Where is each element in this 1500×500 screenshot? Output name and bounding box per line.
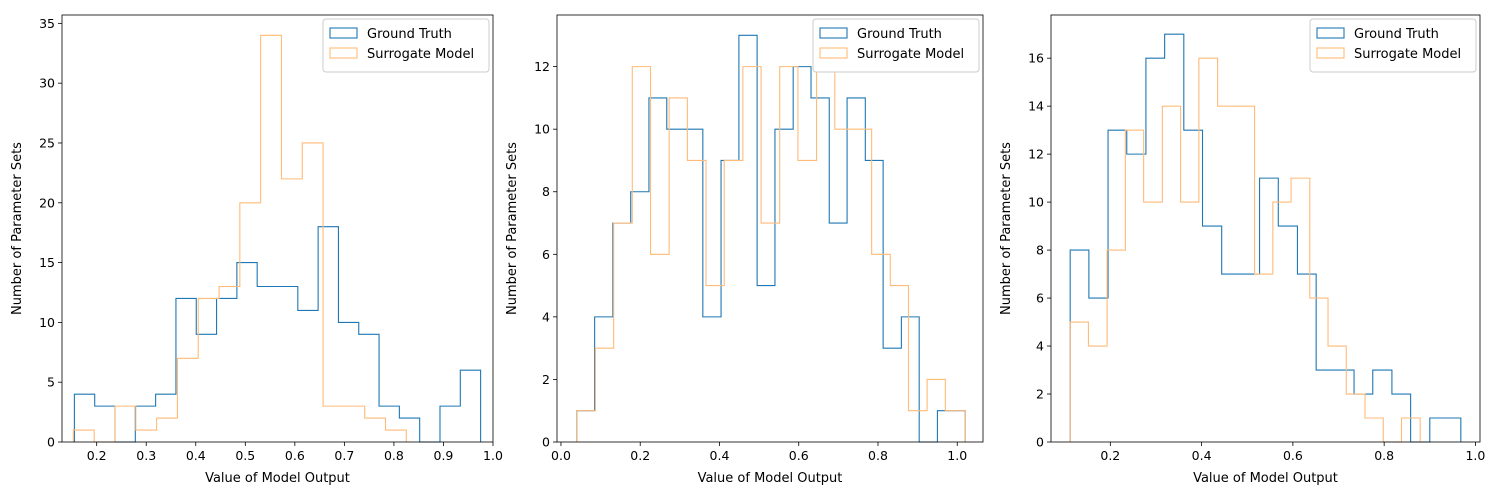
y-tick-label: 0 bbox=[542, 435, 550, 450]
legend-label: Ground Truth bbox=[1354, 27, 1439, 42]
histogram-series-ground-truth bbox=[1069, 33, 1462, 443]
y-tick-label: 15 bbox=[39, 255, 55, 270]
x-tick-label: 0.8 bbox=[868, 448, 888, 463]
histogram-series-ground-truth bbox=[576, 34, 966, 443]
y-tick-label: 12 bbox=[1028, 147, 1044, 162]
legend-swatch bbox=[1316, 27, 1345, 39]
panel-1: 0.2 0.3 0.4 0.5 0.6 0.7 0.8 0.9 1.0 0 5 10 15 20 25 30 3… bbox=[10, 14, 503, 486]
legend: Ground Truth Surrogate Model bbox=[1309, 18, 1477, 73]
y-axis-label: Number of Parameter Sets bbox=[505, 142, 520, 315]
x-tick-label: 0.6 bbox=[285, 448, 305, 463]
legend-label: Surrogate Model bbox=[857, 47, 964, 62]
legend-label: Ground Truth bbox=[367, 27, 452, 42]
panel-2: 0.0 0.2 0.4 0.6 0.8 1.0 0 2 4 6 8 10 12 Value of Mode… bbox=[505, 14, 984, 486]
panel-3: 0.2 0.4 0.6 0.8 1.0 0 2 4 6 8 10 12 14 16 Value of Mod… bbox=[999, 14, 1485, 486]
x-tick-label: 0.3 bbox=[136, 448, 156, 463]
y-tick-label: 2 bbox=[1036, 387, 1044, 402]
legend-swatch bbox=[1316, 47, 1345, 59]
x-tick-label: 0.4 bbox=[1192, 448, 1212, 463]
legend-swatch bbox=[329, 27, 358, 39]
y-tick-label: 4 bbox=[1036, 339, 1044, 354]
x-tick-label: 0.6 bbox=[1283, 448, 1303, 463]
y-axis-label: Number of Parameter Sets bbox=[999, 142, 1014, 315]
x-tick-label: 0.4 bbox=[186, 448, 206, 463]
y-tick-label: 6 bbox=[1036, 291, 1044, 306]
y-tick-label: 10 bbox=[534, 122, 550, 137]
x-tick-label: 0.2 bbox=[630, 448, 650, 463]
legend: Ground Truth Surrogate Model bbox=[322, 18, 490, 73]
y-tick-label: 0 bbox=[47, 435, 55, 450]
y-tick-label: 8 bbox=[1036, 243, 1044, 258]
x-tick-label: 0.6 bbox=[789, 448, 809, 463]
legend-box bbox=[322, 18, 490, 73]
axes-frame bbox=[61, 14, 494, 443]
axes-frame bbox=[556, 14, 984, 443]
x-tick-label: 0.4 bbox=[710, 448, 730, 463]
y-tick-label: 10 bbox=[39, 315, 55, 330]
legend-label: Surrogate Model bbox=[1354, 47, 1461, 62]
legend-swatch bbox=[819, 27, 848, 39]
y-tick-label: 6 bbox=[542, 247, 550, 262]
axes-frame bbox=[1050, 14, 1481, 443]
x-tick-label: 0.8 bbox=[1374, 448, 1394, 463]
y-tick-label: 20 bbox=[39, 195, 55, 210]
y-tick-label: 2 bbox=[542, 372, 550, 387]
x-tick-label: 0.2 bbox=[1100, 448, 1120, 463]
x-tick-label: 0.5 bbox=[235, 448, 255, 463]
legend: Ground Truth Surrogate Model bbox=[812, 18, 980, 73]
legend-label: Ground Truth bbox=[857, 27, 942, 42]
y-tick-label: 8 bbox=[542, 184, 550, 199]
y-tick-label: 30 bbox=[39, 76, 55, 91]
histogram-series-surrogate-model bbox=[1069, 57, 1421, 443]
y-tick-label: 14 bbox=[1028, 99, 1044, 114]
x-tick-label: 0.2 bbox=[87, 448, 107, 463]
y-tick-label: 16 bbox=[1028, 51, 1044, 66]
x-axis-label: Value of Model Output bbox=[205, 471, 350, 486]
legend-box bbox=[812, 18, 980, 73]
histogram-series-surrogate-model bbox=[576, 66, 966, 442]
x-tick-label: 0.7 bbox=[334, 448, 354, 463]
legend-label: Surrogate Model bbox=[367, 47, 474, 62]
y-tick-label: 25 bbox=[39, 135, 55, 150]
x-axis-label: Value of Model Output bbox=[698, 471, 843, 486]
x-axis-label: Value of Model Output bbox=[1193, 471, 1338, 486]
y-tick-label: 5 bbox=[47, 375, 55, 390]
y-tick-label: 10 bbox=[1028, 195, 1044, 210]
x-tick-label: 1.0 bbox=[483, 448, 503, 463]
y-tick-label: 0 bbox=[1036, 435, 1044, 450]
legend-swatch bbox=[819, 47, 848, 59]
y-tick-label: 4 bbox=[542, 309, 550, 324]
y-tick-label: 35 bbox=[39, 16, 55, 31]
y-tick-label: 12 bbox=[534, 59, 550, 74]
x-tick-label: 0.9 bbox=[434, 448, 454, 463]
x-tick-label: 1.0 bbox=[1465, 448, 1485, 463]
x-tick-label: 0.8 bbox=[384, 448, 404, 463]
y-axis-label: Number of Parameter Sets bbox=[10, 142, 25, 315]
x-tick-label: 1.0 bbox=[947, 448, 967, 463]
legend-box bbox=[1309, 18, 1477, 73]
histogram-series-surrogate-model bbox=[72, 34, 407, 443]
x-tick-label: 0.0 bbox=[551, 448, 571, 463]
legend-swatch bbox=[329, 47, 358, 59]
